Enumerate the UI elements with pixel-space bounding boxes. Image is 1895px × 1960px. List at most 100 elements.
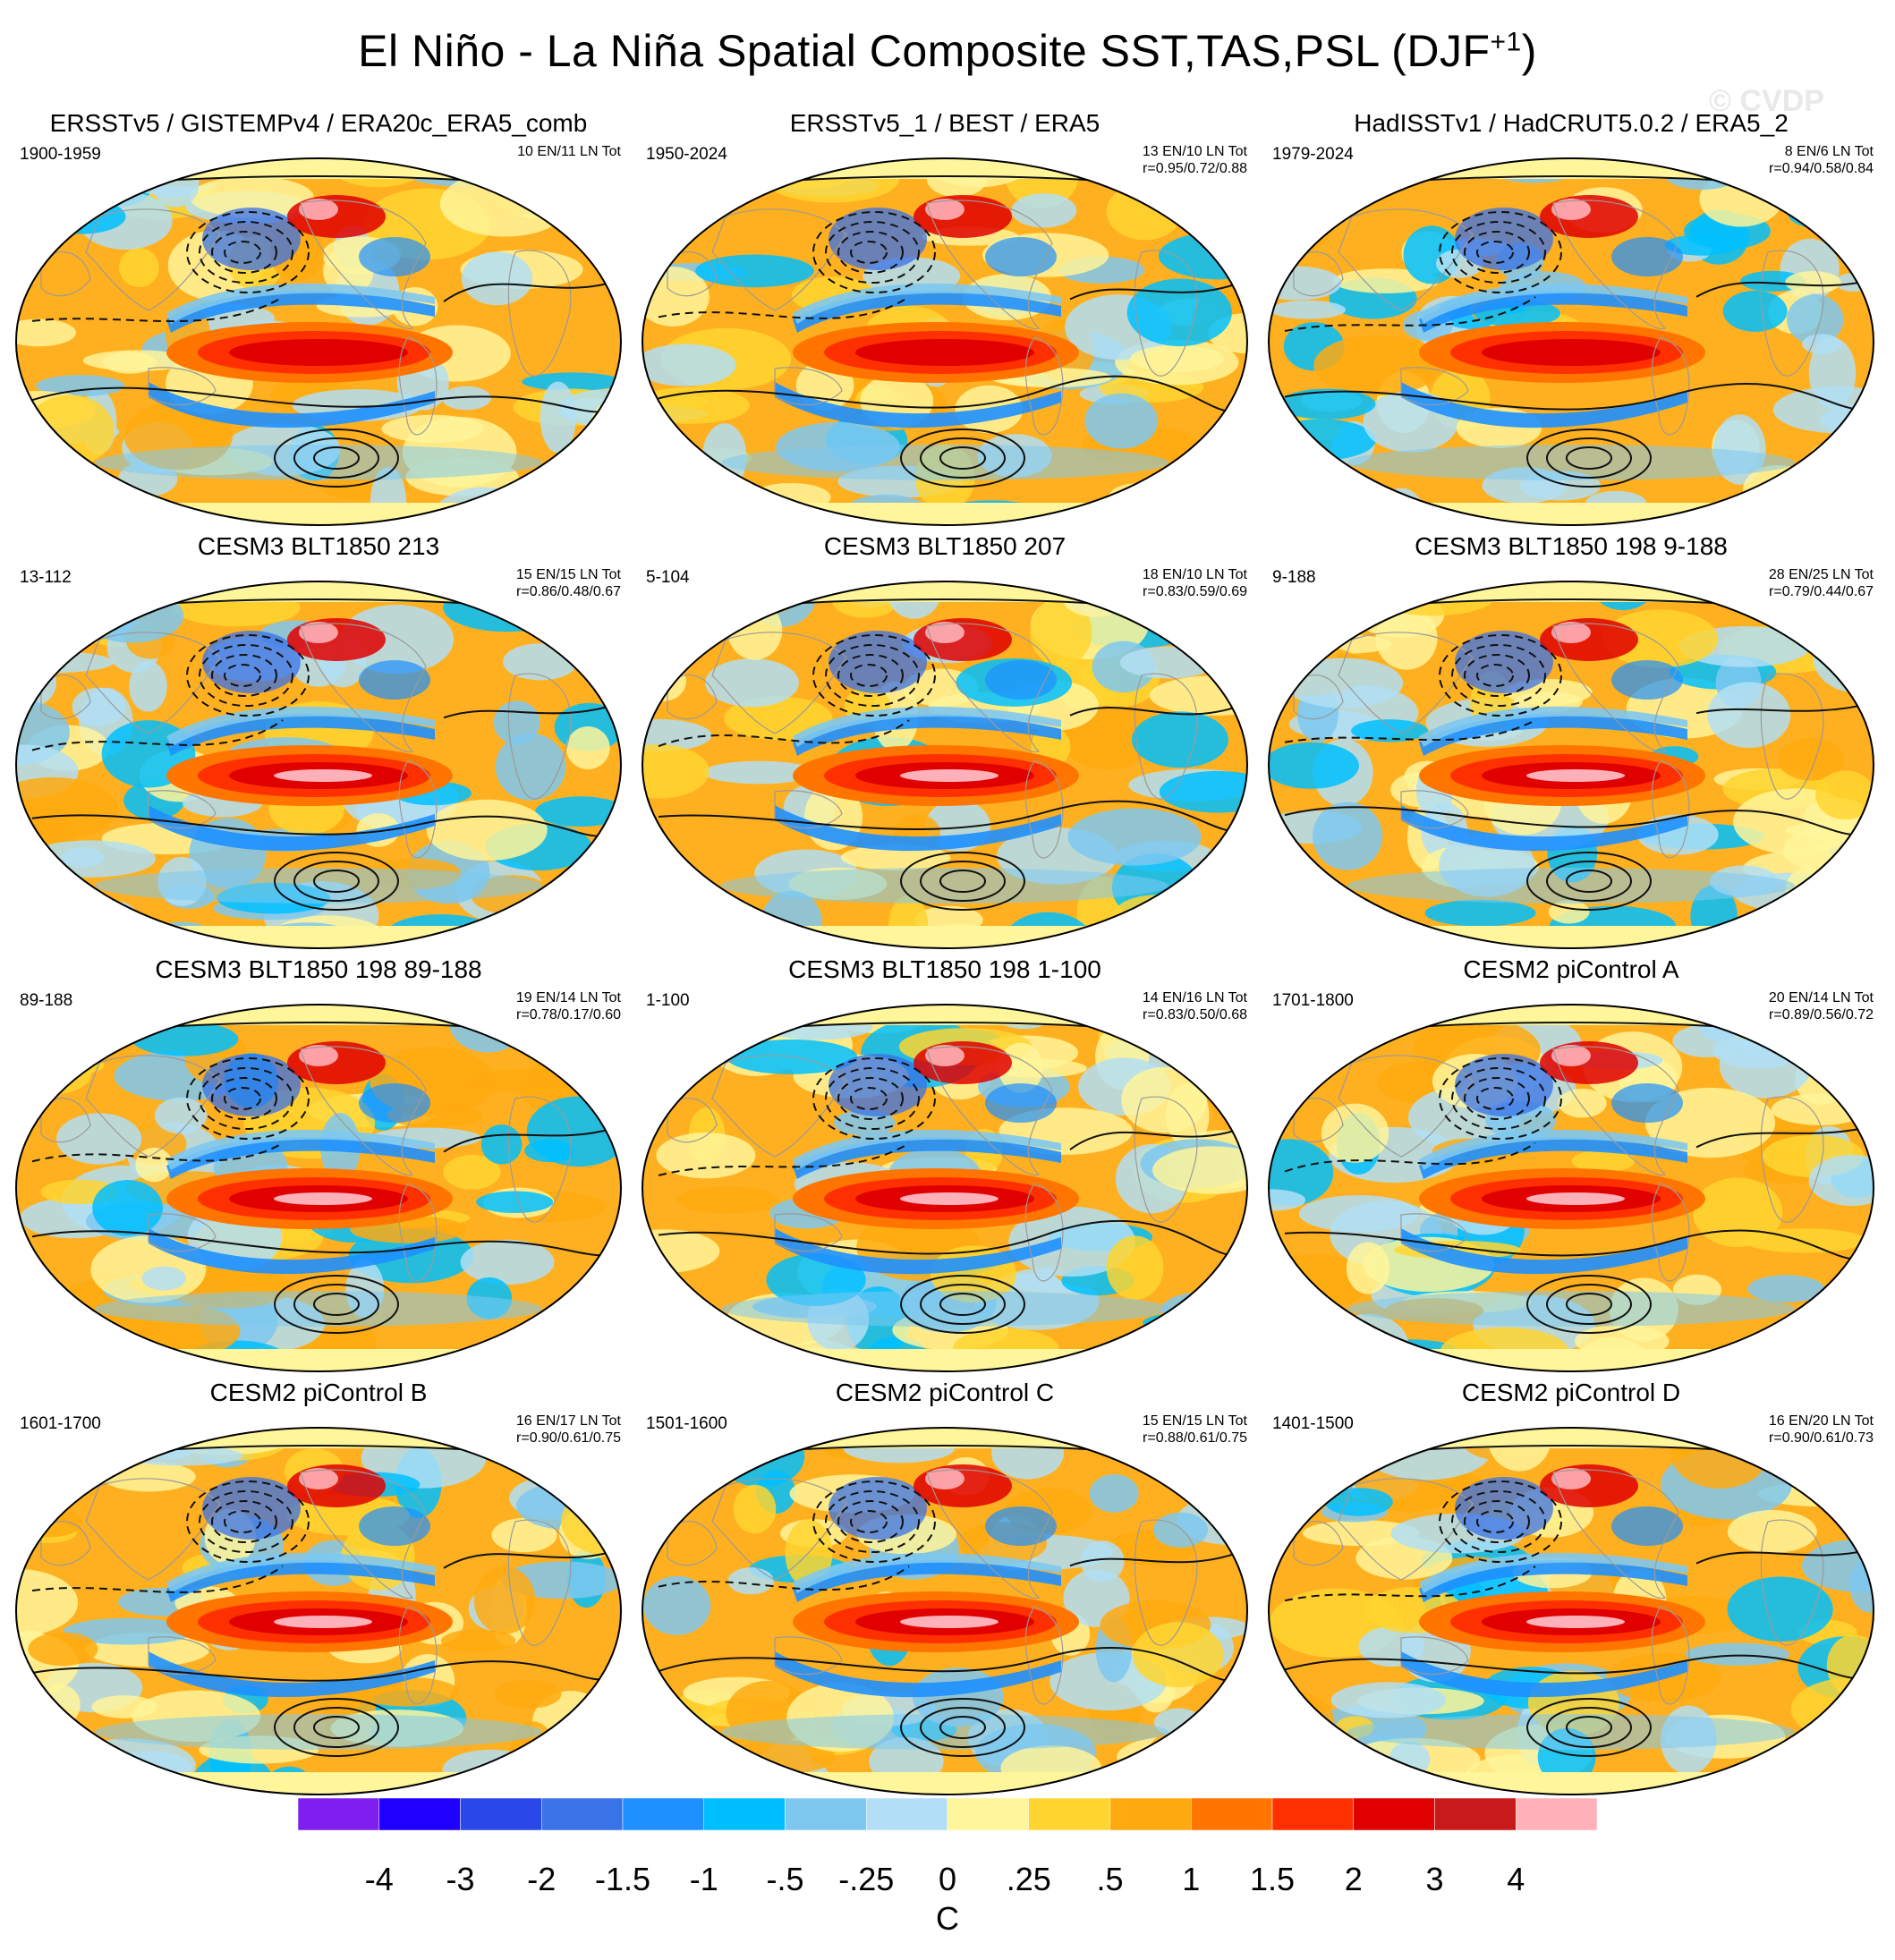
panel-title: CESM3 BLT1850 198 89-188: [155, 955, 482, 983]
robinson-map: [642, 157, 1248, 526]
panel-title: CESM2 piControl B: [209, 1379, 428, 1406]
event-counts: 8 EN/6 LN Tot: [1784, 144, 1874, 159]
panel-title: ERSSTv5 / GISTEMPv4 / ERA20c_ERA5_comb: [49, 109, 588, 137]
panel-years: 1900-1959: [20, 145, 101, 164]
cvdp-watermark: © CVDP: [1709, 84, 1824, 118]
panel-years: 1601-1700: [20, 1414, 101, 1433]
event-counts: 16 EN/17 LN Tot: [515, 1413, 621, 1429]
panel-years: 5-104: [646, 568, 690, 587]
panel-years: 1501-1600: [646, 1414, 727, 1433]
panel-title: CESM3 BLT1850 207: [823, 532, 1066, 560]
colorbar-tick-label: 2: [1344, 1861, 1363, 1897]
panel-years: 13-112: [20, 568, 72, 587]
robinson-map: [642, 1427, 1248, 1795]
event-counts: 18 EN/10 LN Tot: [1142, 567, 1247, 582]
event-counts: 20 EN/14 LN Tot: [1768, 990, 1874, 1005]
panel-stats: 14 EN/16 LN Tot r=0.83/0.50/0.68: [1143, 989, 1247, 1023]
pattern-correlation: r=0.90/0.61/0.75: [516, 1430, 621, 1446]
panel-stats: 13 EN/10 LN Tot r=0.95/0.72/0.88: [1143, 143, 1247, 177]
figure-title: El Niño - La Niña Spatial Composite SST,…: [0, 25, 1895, 77]
colorbar-swatch: [1353, 1798, 1435, 1830]
colorbar-tick-label: -.5: [766, 1861, 804, 1897]
robinson-map: [1268, 157, 1874, 526]
colorbar-tick-label: -1.5: [594, 1861, 651, 1897]
event-counts: 14 EN/16 LN Tot: [1142, 990, 1247, 1005]
pattern-correlation: r=0.83/0.50/0.68: [1143, 1007, 1247, 1022]
event-counts: 10 EN/11 LN Tot: [517, 144, 621, 159]
colorbar-swatch: [703, 1798, 786, 1830]
event-counts: 15 EN/15 LN Tot: [1142, 1413, 1247, 1429]
panel-title: CESM3 BLT1850 213: [197, 532, 440, 560]
figure-title-superscript: +1: [1490, 27, 1522, 57]
pattern-correlation: r=0.78/0.17/0.60: [516, 1007, 621, 1022]
colorbar-swatch: [947, 1798, 1029, 1830]
colorbar-swatch: [1434, 1798, 1517, 1830]
colorbar-tick-label: -4: [364, 1861, 394, 1897]
map-panel: CESM3 BLT1850 213 13-112 15 EN/15 LN Tot…: [5, 532, 632, 949]
event-counts: 19 EN/14 LN Tot: [515, 990, 621, 1005]
colorbar-tick-label: -.25: [838, 1861, 895, 1897]
panel-stats: 8 EN/6 LN Tot r=0.94/0.58/0.84: [1769, 143, 1874, 177]
panel-stats: 19 EN/14 LN Tot r=0.78/0.17/0.60: [516, 989, 621, 1023]
panel-stats: 28 EN/25 LN Tot r=0.79/0.44/0.67: [1769, 566, 1874, 600]
event-counts: 13 EN/10 LN Tot: [1142, 144, 1247, 159]
map-panel: HadISSTv1 / HadCRUT5.0.2 / ERA5_2 1979-2…: [1258, 109, 1884, 526]
colorbar-swatch: [298, 1798, 379, 1830]
map-panel: CESM2 piControl B 1601-1700 16 EN/17 LN …: [5, 1379, 632, 1795]
pattern-correlation: r=0.83/0.59/0.69: [1143, 584, 1247, 599]
pattern-correlation: r=0.89/0.56/0.72: [1769, 1007, 1874, 1022]
colorbar-swatch: [785, 1798, 867, 1830]
colorbar-swatch: [460, 1798, 542, 1830]
panel-stats: 10 EN/11 LN Tot: [517, 143, 621, 160]
map-panel: CESM2 piControl D 1401-1500 16 EN/20 LN …: [1258, 1379, 1884, 1795]
colorbar-tick-label: -3: [446, 1861, 475, 1897]
map-panel: CESM3 BLT1850 198 89-188 89-188 19 EN/14…: [5, 955, 632, 1372]
map-panel: CESM2 piControl C 1501-1600 15 EN/15 LN …: [632, 1379, 1258, 1795]
panel-title: CESM3 BLT1850 198 9-188: [1415, 532, 1728, 560]
panel-years: 89-188: [20, 991, 73, 1010]
colorbar-tick-label: 4: [1507, 1861, 1525, 1897]
panel-stats: 16 EN/17 LN Tot r=0.90/0.61/0.75: [516, 1413, 621, 1447]
panel-stats: 16 EN/20 LN Tot r=0.90/0.61/0.73: [1769, 1413, 1874, 1447]
pattern-correlation: r=0.94/0.58/0.84: [1769, 161, 1874, 176]
panel-title: HadISSTv1 / HadCRUT5.0.2 / ERA5_2: [1354, 109, 1789, 137]
colorbar-tick-label: 3: [1425, 1861, 1444, 1897]
panel-years: 1950-2024: [646, 145, 727, 164]
panel-years: 1401-1500: [1272, 1414, 1354, 1433]
panel-years: 1701-1800: [1272, 991, 1354, 1010]
colorbar-tick-label: -2: [527, 1861, 557, 1897]
colorbar-tick-label: 0: [938, 1861, 957, 1897]
panel-title: CESM2 piControl C: [835, 1379, 1055, 1406]
panel-stats: 15 EN/15 LN Tot r=0.86/0.48/0.67: [516, 566, 621, 600]
panel-title: ERSSTv5_1 / BEST / ERA5: [789, 109, 1100, 137]
colorbar-tick-label: .25: [1006, 1861, 1051, 1897]
colorbar-swatch: [1516, 1798, 1597, 1830]
robinson-map: [642, 581, 1248, 949]
colorbar-swatch: [541, 1798, 624, 1830]
panel-stats: 20 EN/14 LN Tot r=0.89/0.56/0.72: [1769, 989, 1874, 1023]
map-panel: CESM3 BLT1850 198 1-100 1-100 14 EN/16 L…: [632, 955, 1258, 1372]
colorbar-swatch: [1109, 1798, 1192, 1830]
event-counts: 16 EN/20 LN Tot: [1768, 1413, 1874, 1429]
panel-title: CESM3 BLT1850 198 1-100: [788, 955, 1101, 983]
map-panel: ERSSTv5_1 / BEST / ERA5 1950-2024 13 EN/…: [632, 109, 1258, 526]
robinson-map: [15, 157, 622, 526]
pattern-correlation: r=0.95/0.72/0.88: [1143, 161, 1247, 176]
robinson-map: [1268, 1004, 1874, 1372]
figure-title-text: El Niño - La Niña Spatial Composite SST,…: [358, 26, 1491, 76]
robinson-map: [642, 1004, 1248, 1372]
panel-title: CESM2 piControl D: [1461, 1379, 1681, 1406]
colorbar-swatch: [1028, 1798, 1110, 1830]
robinson-map: [15, 1427, 622, 1795]
robinson-map: [1268, 1427, 1874, 1795]
map-panel: CESM3 BLT1850 207 5-104 18 EN/10 LN Tot r…: [632, 532, 1258, 949]
panel-years: 1-100: [646, 991, 690, 1010]
colorbar-tick-label: .5: [1096, 1861, 1124, 1897]
pattern-correlation: r=0.90/0.61/0.73: [1769, 1430, 1874, 1446]
robinson-map: [1268, 581, 1874, 949]
colorbar-tick-label: 1: [1182, 1861, 1201, 1897]
colorbar-swatch: [622, 1798, 704, 1830]
colorbar-swatch: [1191, 1798, 1273, 1830]
colorbar-swatch: [866, 1798, 948, 1830]
map-panel: ERSSTv5 / GISTEMPv4 / ERA20c_ERA5_comb 1…: [5, 109, 632, 526]
